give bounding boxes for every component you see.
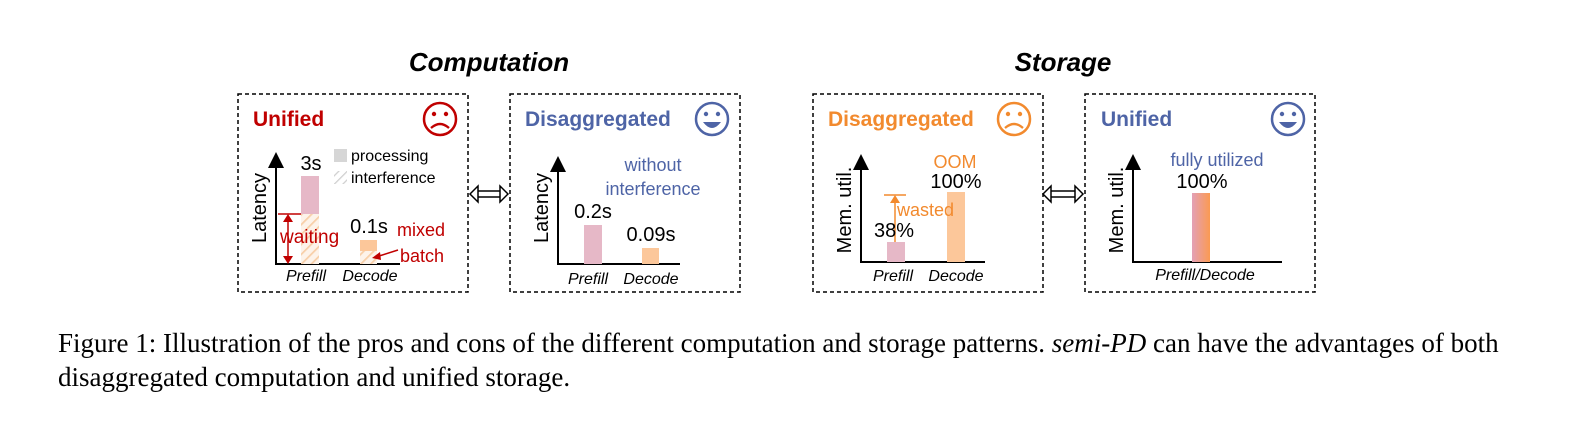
legend-processing-label: processing bbox=[351, 148, 428, 165]
prefill-decode-bar bbox=[1192, 193, 1210, 262]
caption-emphasis: semi-PD bbox=[1051, 328, 1147, 358]
figure-diagram: Computation Storage Unified Latency proc… bbox=[237, 47, 1316, 293]
figure-caption: Figure 1: Illustration of the pros and c… bbox=[58, 326, 1538, 394]
prefill-value-label: 3s bbox=[300, 153, 321, 175]
value-label: 100% bbox=[1176, 171, 1227, 193]
section-title-computation: Computation bbox=[409, 47, 569, 77]
happy-face-icon bbox=[1270, 101, 1306, 137]
prefill-processing-bar bbox=[301, 176, 319, 214]
decode-value-label: 0.1s bbox=[350, 216, 388, 238]
x-label-decode: Decode bbox=[342, 268, 397, 285]
x-label-prefill: Prefill bbox=[873, 268, 913, 285]
x-label-prefill: Prefill bbox=[568, 271, 608, 288]
prefill-bar bbox=[584, 225, 602, 264]
panel-border bbox=[509, 93, 741, 293]
prefill-interference-bar bbox=[301, 214, 319, 264]
panel-title: Unified bbox=[253, 108, 324, 131]
happy-face-icon bbox=[694, 101, 730, 137]
mixed-label: mixed bbox=[397, 220, 445, 240]
note-label: fully utilized bbox=[1170, 150, 1263, 170]
panel-computation-unified: Unified Latency processing interference … bbox=[237, 93, 469, 293]
caption-suffix: can have the advantages of both disaggre… bbox=[58, 328, 1499, 392]
panel-computation-disaggregated: Disaggregated Latency without interferen… bbox=[509, 93, 741, 293]
panel-storage-unified: Unified Mem. util. fully utilized 100% P… bbox=[1084, 93, 1316, 293]
decode-interference-bar bbox=[360, 251, 377, 264]
prefill-value-label: 38% bbox=[874, 220, 914, 242]
double-arrow-icon bbox=[468, 184, 510, 204]
wasted-label: wasted bbox=[896, 200, 954, 220]
legend-processing-swatch bbox=[334, 149, 347, 162]
x-label-decode: Decode bbox=[928, 268, 983, 285]
sad-face-icon bbox=[996, 101, 1032, 137]
panel-border bbox=[1084, 93, 1316, 293]
prefill-bar bbox=[887, 242, 905, 262]
decode-value-label: 0.09s bbox=[627, 224, 676, 246]
batch-label: batch bbox=[400, 246, 444, 266]
caption-prefix: Figure 1: Illustration of the pros and c… bbox=[58, 328, 1052, 358]
panel-title: Disaggregated bbox=[525, 108, 671, 131]
y-axis-label: Mem. util. bbox=[834, 167, 856, 254]
y-axis-label: Latency bbox=[249, 173, 271, 243]
double-arrow-icon bbox=[1041, 184, 1085, 204]
x-label-decode: Decode bbox=[623, 271, 678, 288]
legend-interference-swatch bbox=[334, 171, 347, 184]
legend-interference-label: interference bbox=[351, 170, 436, 187]
y-axis-label: Mem. util. bbox=[1106, 167, 1128, 254]
panel-title: Unified bbox=[1101, 108, 1172, 131]
section-title-storage: Storage bbox=[1015, 47, 1112, 77]
prefill-value-label: 0.2s bbox=[574, 201, 612, 223]
oom-label: OOM bbox=[934, 152, 977, 172]
note-line-2: interference bbox=[605, 179, 700, 199]
panel-storage-disaggregated: Disaggregated Mem. util. OOM 100% wasted… bbox=[812, 93, 1044, 293]
x-label-prefill-decode: Prefill/Decode bbox=[1155, 267, 1255, 284]
x-label-prefill: Prefill bbox=[286, 268, 326, 285]
decode-value-label: 100% bbox=[930, 171, 981, 193]
waiting-label: waiting bbox=[279, 227, 339, 248]
y-axis-label: Latency bbox=[531, 173, 553, 243]
decode-bar bbox=[947, 192, 965, 262]
panel-border bbox=[237, 93, 469, 293]
decode-bar bbox=[642, 248, 659, 264]
sad-face-icon bbox=[422, 101, 458, 137]
note-line-1: without bbox=[623, 155, 681, 175]
panel-title: Disaggregated bbox=[828, 108, 974, 131]
decode-processing-bar bbox=[360, 240, 377, 251]
